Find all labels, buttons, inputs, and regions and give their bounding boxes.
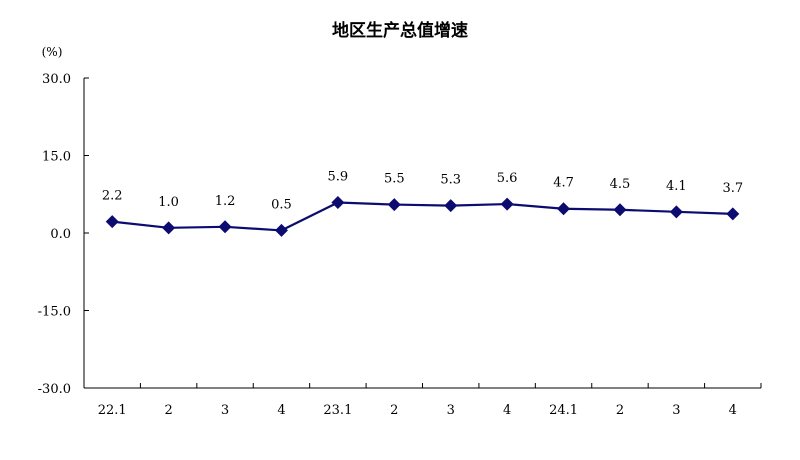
x-tick-label: 22.1 — [98, 403, 127, 418]
data-point — [105, 215, 119, 229]
data-label: 4.7 — [553, 176, 574, 191]
data-point — [613, 203, 627, 217]
x-tick-label: 23.1 — [323, 403, 352, 418]
data-label: 5.3 — [440, 173, 461, 188]
y-tick-label: -15.0 — [38, 305, 71, 320]
x-tick-label: 2 — [390, 403, 398, 418]
data-point — [218, 220, 232, 234]
x-tick-label: 3 — [221, 403, 229, 418]
x-tick-label: 2 — [164, 403, 172, 418]
data-label: 5.5 — [384, 172, 405, 187]
data-label: 3.7 — [722, 181, 743, 196]
chart-title: 地区生产总值增速 — [332, 20, 468, 41]
data-point — [162, 221, 176, 235]
data-label: 0.5 — [271, 197, 292, 212]
data-point — [726, 207, 740, 221]
data-point — [274, 223, 288, 237]
data-point — [331, 196, 345, 210]
y-tick-label: 15.0 — [42, 150, 71, 165]
data-label: 5.9 — [328, 170, 349, 185]
x-tick-label: 3 — [447, 403, 455, 418]
series-line — [112, 201, 733, 232]
data-label: 4.1 — [666, 179, 687, 194]
data-label: 5.6 — [497, 171, 518, 186]
axes: 30.015.00.0-15.0-30.022.1 2 3 4 23.1 2 3 4 24.1 2… — [38, 72, 762, 418]
x-tick-label: 4 — [503, 403, 511, 418]
x-tick-label: 4 — [277, 403, 285, 418]
x-tick-label: 24.1 — [549, 403, 578, 418]
y-tick-label: 30.0 — [42, 72, 71, 87]
data-label: 4.5 — [610, 177, 631, 192]
x-tick-label: 2 — [616, 403, 624, 418]
data-point — [444, 199, 458, 213]
y-tick-label: 0.0 — [50, 227, 71, 242]
series-layer: 2.2 1.0 1.2 0.5 5.9 5.5 5.3 5.6 4.7 4.5 4.1 3.7 — [102, 170, 743, 237]
data-point — [669, 205, 683, 219]
x-tick-label: 3 — [672, 403, 680, 418]
data-label: 1.0 — [158, 195, 179, 210]
x-tick-label: 4 — [729, 403, 737, 418]
y-tick-label: -30.0 — [38, 382, 71, 397]
data-point — [387, 198, 401, 212]
unit-label: (%) — [42, 45, 63, 59]
data-point — [557, 202, 571, 216]
data-point — [500, 197, 514, 211]
data-label: 1.2 — [215, 194, 236, 209]
data-label: 2.2 — [102, 189, 123, 204]
